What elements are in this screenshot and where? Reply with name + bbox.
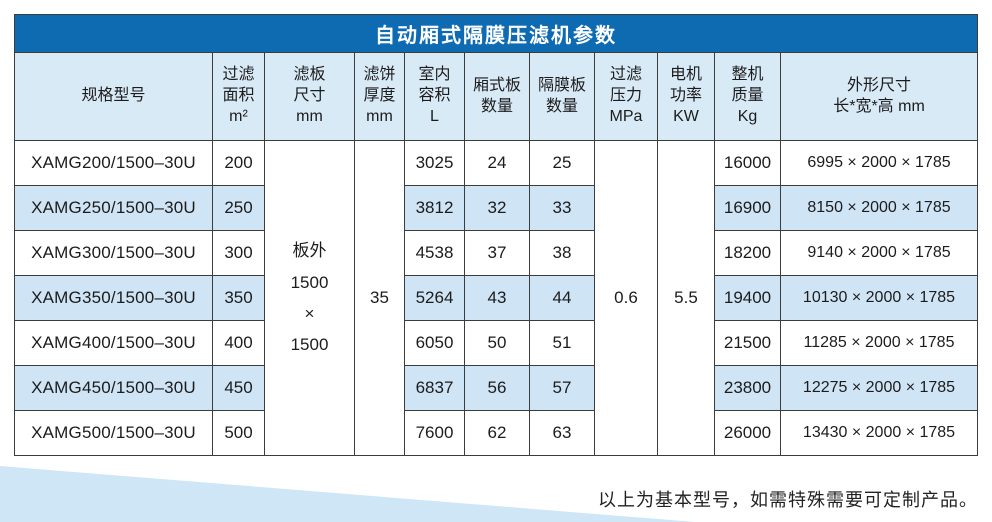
table-header: 规格型号 过滤 面积 m² 滤板 尺寸 mm 滤饼 厚度 mm 室内 容积 L … xyxy=(14,52,978,141)
spec-row: XAMG400/1500–30U 400 6050 50 51 21500 11285 × … xyxy=(14,320,978,366)
dimensions-cell: 10130 × 2000 × 1785 xyxy=(780,275,978,321)
filter-area-cell: 500 xyxy=(212,410,265,456)
header-cake-thickness: 滤饼 厚度 mm xyxy=(354,52,405,141)
motor-power-cell: 5.5 xyxy=(657,140,715,456)
machine-weight-cell: 18200 xyxy=(714,230,781,276)
header-motor-power: 电机 功率 KW xyxy=(657,52,715,141)
diaphragm-plates-cell: 63 xyxy=(529,410,595,456)
header-filter-area: 过滤 面积 m² xyxy=(212,52,265,141)
header-machine-weight: 整机 质量 Kg xyxy=(714,52,781,141)
chamber-volume-cell: 3025 xyxy=(404,140,465,186)
chamber-volume-cell: 4538 xyxy=(404,230,465,276)
filter-pressure-cell: 0.6 xyxy=(594,140,658,456)
filter-area-cell: 450 xyxy=(212,365,265,411)
dimensions-cell: 8150 × 2000 × 1785 xyxy=(780,185,978,231)
diaphragm-plates-cell: 33 xyxy=(529,185,595,231)
chamber-volume-cell: 5264 xyxy=(404,275,465,321)
header-chamber-volume: 室内 容积 L xyxy=(404,52,465,141)
model-cell: XAMG250/1500–30U xyxy=(14,185,213,231)
filter-area-cell: 200 xyxy=(212,140,265,186)
diaphragm-plates-cell: 38 xyxy=(529,230,595,276)
header-filter-pressure: 过滤 压力 MPa xyxy=(594,52,658,141)
dimensions-cell: 6995 × 2000 × 1785 xyxy=(780,140,978,186)
chamber-plates-cell: 32 xyxy=(464,185,530,231)
header-plate-size: 滤板 尺寸 mm xyxy=(264,52,355,141)
header-diaphragm-plates: 隔膜板 数量 xyxy=(529,52,595,141)
spec-row: XAMG300/1500–30U 300 4538 37 38 18200 9140 × 2… xyxy=(14,230,978,276)
dimensions-cell: 12275 × 2000 × 1785 xyxy=(780,365,978,411)
machine-weight-cell: 19400 xyxy=(714,275,781,321)
chamber-volume-cell: 7600 xyxy=(404,410,465,456)
table-body: XAMG200/1500–30U 200 板外 1500 × 1500 35 3025 2… xyxy=(14,140,978,456)
filter-area-cell: 400 xyxy=(212,320,265,366)
machine-weight-cell: 16900 xyxy=(714,185,781,231)
diaphragm-plates-cell: 51 xyxy=(529,320,595,366)
chamber-volume-cell: 3812 xyxy=(404,185,465,231)
corner-decoration-triangle xyxy=(0,466,695,522)
spec-row: XAMG500/1500–30U 500 7600 62 63 26000 13430 × … xyxy=(14,410,978,456)
chamber-volume-cell: 6837 xyxy=(404,365,465,411)
chamber-plates-cell: 62 xyxy=(464,410,530,456)
chamber-plates-cell: 37 xyxy=(464,230,530,276)
spec-row: XAMG350/1500–30U 350 5264 43 44 19400 10130 × … xyxy=(14,275,978,321)
header-dimensions: 外形尺寸 长*宽*高 mm xyxy=(780,52,978,141)
header-row: 规格型号 过滤 面积 m² 滤板 尺寸 mm 滤饼 厚度 mm 室内 容积 L … xyxy=(14,52,978,141)
model-cell: XAMG450/1500–30U xyxy=(14,365,213,411)
chamber-plates-cell: 50 xyxy=(464,320,530,366)
dimensions-cell: 11285 × 2000 × 1785 xyxy=(780,320,978,366)
filter-area-cell: 300 xyxy=(212,230,265,276)
diaphragm-plates-cell: 44 xyxy=(529,275,595,321)
table-title: 自动厢式隔膜压滤机参数 xyxy=(14,14,978,52)
footnote-text: 以上为基本型号，如需特殊需要可定制产品。 xyxy=(598,490,978,510)
machine-weight-cell: 21500 xyxy=(714,320,781,366)
plate-size-cell: 板外 1500 × 1500 xyxy=(264,140,355,456)
machine-weight-cell: 23800 xyxy=(714,365,781,411)
spec-row: XAMG200/1500–30U 200 板外 1500 × 1500 35 3025 2… xyxy=(14,140,978,456)
model-cell: XAMG300/1500–30U xyxy=(14,230,213,276)
cake-thickness-cell: 35 xyxy=(354,140,405,456)
filter-area-cell: 350 xyxy=(212,275,265,321)
machine-weight-cell: 16000 xyxy=(714,140,781,186)
spec-row: XAMG450/1500–30U 450 6837 56 57 23800 12275 × … xyxy=(14,365,978,411)
spec-table-grid: 规格型号 过滤 面积 m² 滤板 尺寸 mm 滤饼 厚度 mm 室内 容积 L … xyxy=(14,52,978,456)
model-cell: XAMG400/1500–30U xyxy=(14,320,213,366)
chamber-plates-cell: 24 xyxy=(464,140,530,186)
filter-area-cell: 250 xyxy=(212,185,265,231)
machine-weight-cell: 26000 xyxy=(714,410,781,456)
model-cell: XAMG200/1500–30U xyxy=(14,140,213,186)
diaphragm-plates-cell: 25 xyxy=(529,140,595,186)
spec-table: 自动厢式隔膜压滤机参数 规格型号 过滤 面积 m² 滤板 尺寸 mm 滤饼 厚度… xyxy=(14,14,978,456)
dimensions-cell: 9140 × 2000 × 1785 xyxy=(780,230,978,276)
header-model: 规格型号 xyxy=(14,52,213,141)
model-cell: XAMG350/1500–30U xyxy=(14,275,213,321)
header-chamber-plates: 厢式板 数量 xyxy=(464,52,530,141)
chamber-volume-cell: 6050 xyxy=(404,320,465,366)
chamber-plates-cell: 43 xyxy=(464,275,530,321)
spec-row: XAMG250/1500–30U 250 3812 32 33 16900 8150 × 2… xyxy=(14,185,978,231)
dimensions-cell: 13430 × 2000 × 1785 xyxy=(780,410,978,456)
diaphragm-plates-cell: 57 xyxy=(529,365,595,411)
chamber-plates-cell: 56 xyxy=(464,365,530,411)
model-cell: XAMG500/1500–30U xyxy=(14,410,213,456)
